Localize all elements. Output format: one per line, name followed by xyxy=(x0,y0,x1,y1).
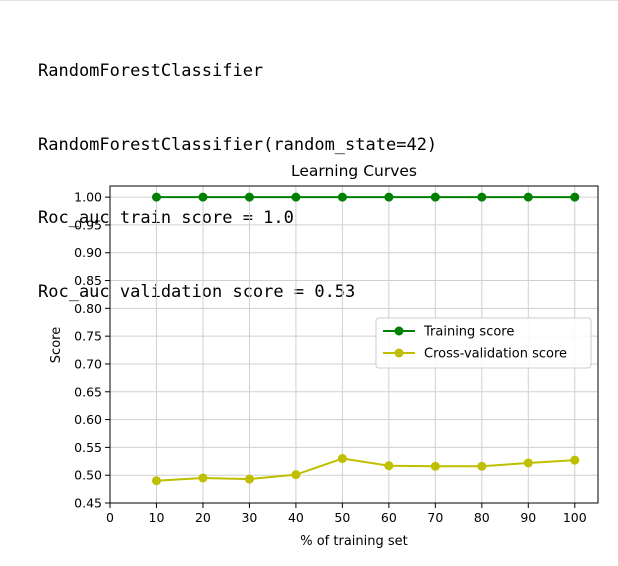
x-tick-label: 40 xyxy=(288,510,304,525)
legend-box xyxy=(375,317,592,369)
data-point xyxy=(523,192,533,202)
x-tick-label: 20 xyxy=(195,510,211,525)
y-tick-label: 0.75 xyxy=(74,329,102,344)
output-line: Roc_auc train score = 1.0 xyxy=(38,208,294,228)
x-tick-label: 30 xyxy=(241,510,257,525)
output-line: RandomForestClassifier xyxy=(38,61,264,81)
x-tick-label: 100 xyxy=(563,510,587,525)
data-point xyxy=(384,461,394,471)
data-point xyxy=(384,192,394,202)
chart-title: Learning Curves xyxy=(291,162,417,180)
data-point xyxy=(244,474,254,484)
series-line-1 xyxy=(156,457,575,482)
y-tick-label: 0.60 xyxy=(74,412,102,427)
y-tick-label: 0.80 xyxy=(74,301,102,316)
x-axis-label: % of training set xyxy=(300,534,408,549)
legend-marker-training xyxy=(394,326,404,336)
output-line: RandomForestClassifier(random_state=42) xyxy=(38,134,438,155)
y-tick-label: 0.55 xyxy=(74,440,102,455)
x-tick-label: 50 xyxy=(334,510,350,525)
data-point xyxy=(477,192,487,202)
data-point xyxy=(244,192,254,202)
data-point xyxy=(337,454,347,464)
y-axis-label: Score xyxy=(49,327,64,363)
data-point xyxy=(477,461,487,471)
legend-marker-cv xyxy=(394,348,404,358)
data-point xyxy=(430,461,440,471)
x-tick-label: 0 xyxy=(106,510,114,525)
legend-label-training: Training score xyxy=(423,325,514,340)
y-tick-label: 0.85 xyxy=(74,273,102,288)
x-tick-label: 70 xyxy=(427,510,443,525)
data-point xyxy=(291,470,301,480)
data-point xyxy=(337,192,347,202)
y-tick-label: 0.65 xyxy=(74,384,102,399)
x-tick-label: 90 xyxy=(520,510,536,525)
data-point xyxy=(430,192,440,202)
data-point xyxy=(291,192,301,202)
y-tick-label: 0.95 xyxy=(74,217,102,232)
data-point xyxy=(523,458,533,468)
output-line: Roc_auc validation score = 0.53 xyxy=(38,281,356,302)
data-point xyxy=(570,455,580,465)
x-tick-label: 80 xyxy=(474,510,490,525)
legend: Training score Cross-validation score xyxy=(375,317,592,369)
data-point xyxy=(198,473,208,483)
x-tick-label: 60 xyxy=(381,510,397,525)
data-point xyxy=(198,192,208,202)
y-tick-label: 0.70 xyxy=(74,356,102,371)
cell-divider xyxy=(0,0,618,1)
y-tick-label: 1.00 xyxy=(74,190,102,205)
data-point xyxy=(151,192,161,202)
y-tick-label: 0.45 xyxy=(74,496,102,511)
x-axis-ticks: 0 10 20 30 40 50 60 70 80 90 100 xyxy=(106,503,587,525)
cell-output: RandomForestClassifier RandomForestClass… xyxy=(38,10,437,329)
legend-label-cv: Cross-validation score xyxy=(424,347,567,362)
series-points xyxy=(151,192,580,486)
data-point xyxy=(151,476,161,486)
x-tick-label: 10 xyxy=(149,510,165,525)
y-tick-label: 0.50 xyxy=(74,468,102,483)
series-lines xyxy=(156,196,575,482)
y-axis-ticks: 0.45 0.50 0.55 0.60 0.65 0.70 0.75 0.80 0.85 0.90… xyxy=(74,190,110,511)
plot-frame xyxy=(109,185,599,504)
y-tick-label: 0.90 xyxy=(74,245,102,260)
data-point xyxy=(570,192,580,202)
